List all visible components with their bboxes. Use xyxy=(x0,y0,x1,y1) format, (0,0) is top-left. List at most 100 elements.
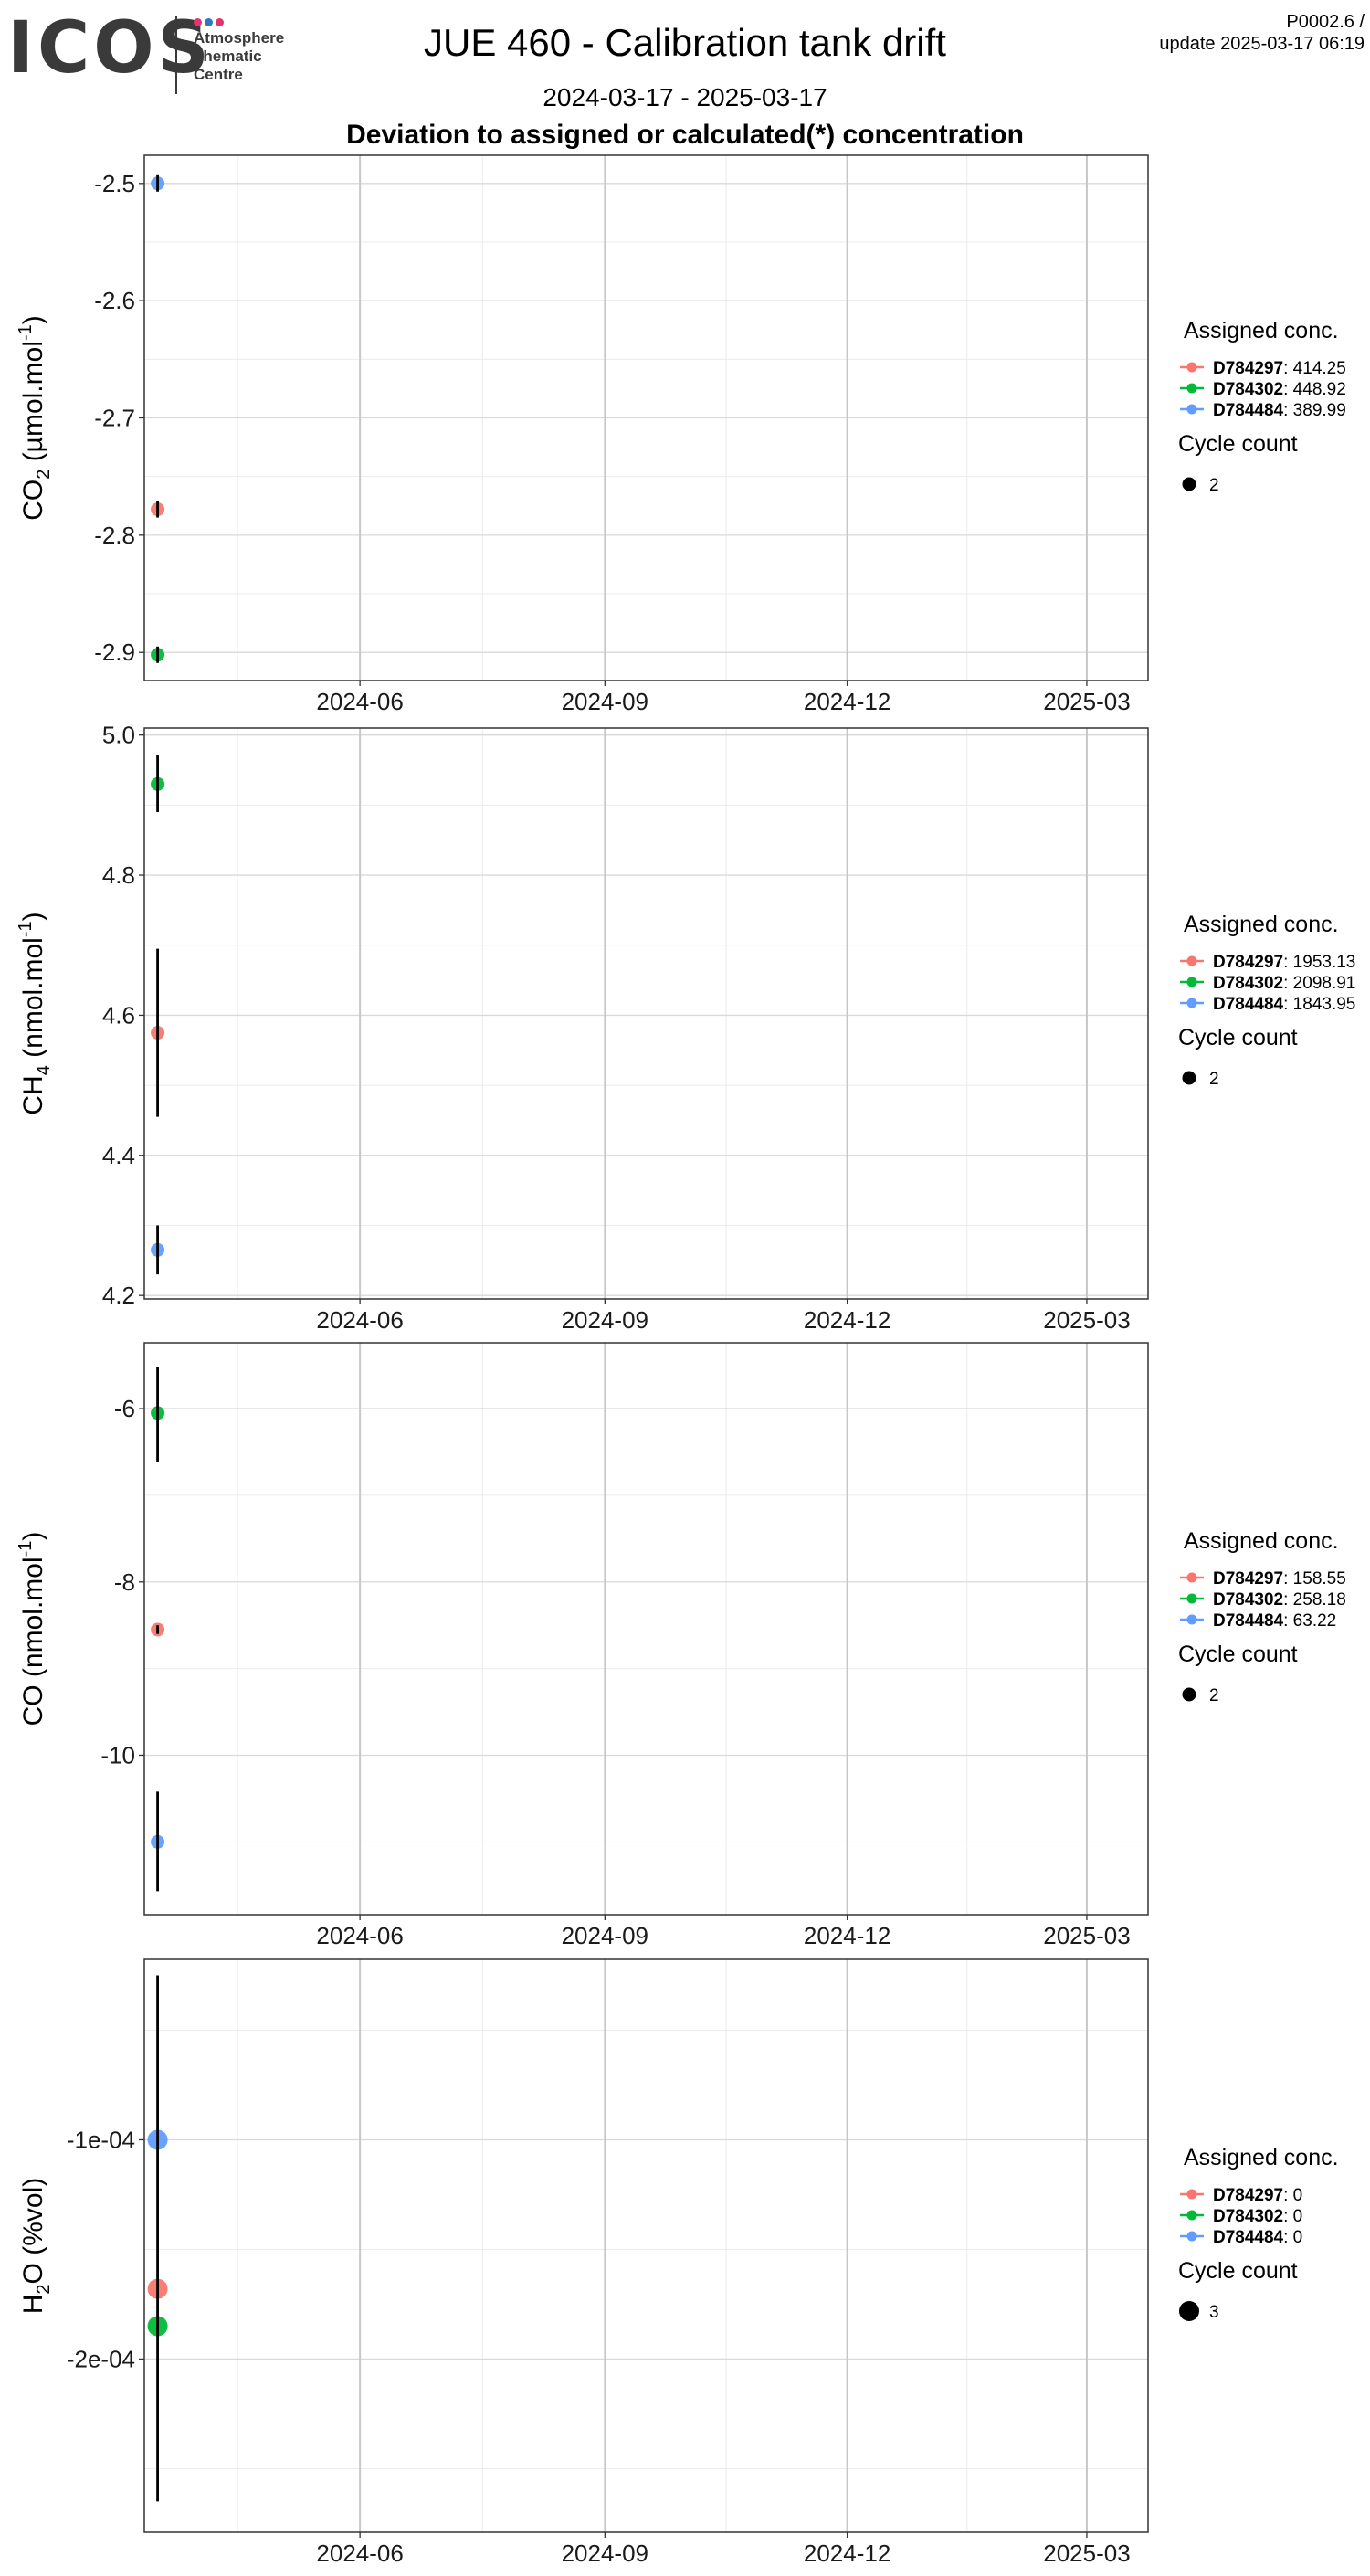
plot-border xyxy=(143,727,1149,1300)
x-tick-label: 2024-09 xyxy=(562,1922,648,1949)
y-tick-label: 4.6 xyxy=(102,1001,135,1029)
x-tick-label: 2024-12 xyxy=(804,2539,890,2567)
legend-value: : 158.55 xyxy=(1283,1569,1346,1589)
y-tick-label: -8 xyxy=(114,1568,135,1596)
legend-value: : 2098.91 xyxy=(1283,974,1355,993)
size-legend-value: 2 xyxy=(1209,1070,1219,1089)
y-axis-label: CO (nmol.mol-1) xyxy=(16,1532,48,1726)
legend-entry: D784302: 2098.91 xyxy=(1213,974,1355,993)
legend-value: : 448.92 xyxy=(1283,380,1346,399)
size-legend-title: Cycle count xyxy=(1178,1642,1298,1667)
page-title: JUE 460 - Calibration tank drift xyxy=(424,21,946,64)
x-tick-label: 2024-09 xyxy=(562,2539,648,2567)
size-legend-title: Cycle count xyxy=(1178,2258,1298,2284)
legend-entry: D784484: 389.99 xyxy=(1213,401,1346,420)
legend-title: Assigned conc. xyxy=(1184,912,1339,937)
plot-border xyxy=(143,1958,1149,2533)
y-axis-label: CH4 (nmol.mol-1) xyxy=(16,912,54,1114)
size-legend-value: 2 xyxy=(1209,476,1219,495)
legend-tank: D784302 xyxy=(1213,1590,1283,1610)
y-label-main: CO xyxy=(18,1684,48,1726)
legend-key-dot xyxy=(1186,362,1197,373)
legend-tank: D784297 xyxy=(1213,1569,1283,1589)
y-label-unit: (nmol.mol xyxy=(18,937,48,1065)
version-info: P0002.6 / update 2025-03-17 06:19 xyxy=(1159,11,1365,55)
y-label-sup: -1 xyxy=(16,921,36,937)
legend-tank: D784297 xyxy=(1213,953,1283,972)
logo-line-2: Thematic xyxy=(194,48,262,65)
chart-heading: Deviation to assigned or calculated(*) c… xyxy=(346,120,1024,150)
x-tick-label: 2024-06 xyxy=(316,1306,403,1334)
legend-title: Assigned conc. xyxy=(1184,318,1339,343)
size-legend-title: Cycle count xyxy=(1178,431,1298,457)
y-tick-label: 5.0 xyxy=(102,722,135,749)
plot-area xyxy=(144,728,1148,1299)
x-tick-label: 2024-12 xyxy=(804,1306,890,1334)
legend-key-dot xyxy=(1186,404,1197,415)
legend-entry: D784297: 1953.13 xyxy=(1213,953,1355,972)
y-label-unit: (µmol.mol xyxy=(18,341,48,470)
x-tick-label: 2024-06 xyxy=(316,1922,403,1949)
chart-panel-1: -2.5 -2.6 -2.7 -2.8 -2.9 2024-06 2024-09 2024-1… xyxy=(16,154,1346,715)
legend-key-dot xyxy=(1186,955,1197,966)
y-label-sub: 2 xyxy=(34,2284,54,2294)
plot-area xyxy=(144,1959,1148,2532)
legend-key-dot xyxy=(1186,2189,1197,2200)
size-legend-dot xyxy=(1182,1071,1196,1085)
legend-entry: D784297: 158.55 xyxy=(1213,1569,1346,1589)
logo-line-1: Atmosphere xyxy=(194,29,285,47)
y-tick-label: -2.6 xyxy=(94,287,135,314)
legend-tank: D784302 xyxy=(1213,380,1283,399)
legend-key-dot xyxy=(1186,383,1197,394)
y-label-sup: -1 xyxy=(16,1541,36,1557)
legend-tank: D784302 xyxy=(1213,974,1283,993)
x-tick-label: 2024-06 xyxy=(316,2539,403,2567)
x-tick-label: 2024-09 xyxy=(562,1306,648,1334)
legend-tank: D784484 xyxy=(1213,995,1284,1014)
y-tick-label: -2.7 xyxy=(94,405,135,432)
size-legend-dot xyxy=(1182,477,1196,491)
plot-border xyxy=(143,1342,1149,1916)
x-tick-label: 2024-06 xyxy=(316,688,403,715)
logo-dot-3 xyxy=(216,18,224,26)
y-axis-label: CO2 (µmol.mol-1) xyxy=(16,315,54,521)
legend-entry: D784297: 414.25 xyxy=(1213,359,1346,378)
plot-border xyxy=(143,154,1149,681)
legend-value: : 414.25 xyxy=(1283,359,1346,378)
x-tick-label: 2025-03 xyxy=(1043,2539,1130,2567)
legend-tank: D784484 xyxy=(1213,401,1284,420)
legend-value: : 0 xyxy=(1283,2186,1302,2205)
y-label-sub: 4 xyxy=(34,1065,54,1075)
y-tick-label: -2e-04 xyxy=(67,2345,135,2372)
y-tick-label: -2.8 xyxy=(94,522,135,549)
legend-title: Assigned conc. xyxy=(1184,1528,1339,1554)
date-range: 2024-03-17 - 2025-03-17 xyxy=(543,83,827,111)
logo-dots xyxy=(194,15,227,31)
y-label-end: ) xyxy=(18,912,48,921)
y-label-main: CH xyxy=(18,1075,48,1114)
legend-key-dot xyxy=(1186,1593,1197,1604)
legend-tank: D784297 xyxy=(1213,359,1283,378)
chart-panel-2: 5.0 4.8 4.6 4.4 4.2 2024-06 2024-09 2024-12 2025… xyxy=(16,722,1355,1334)
legend-value: : 1843.95 xyxy=(1283,995,1355,1014)
x-tick-label: 2025-03 xyxy=(1043,1922,1130,1949)
logo-dot-1 xyxy=(194,18,202,26)
legend-entry: D784484: 63.22 xyxy=(1213,1611,1336,1631)
version-label: P0002.6 / xyxy=(1286,12,1365,32)
update-label: update 2025-03-17 06:19 xyxy=(1159,34,1365,54)
legend-key-dot xyxy=(1186,998,1197,1008)
y-label-unit: O (%vol) xyxy=(18,2178,48,2285)
logo-dot-2 xyxy=(205,18,213,26)
icos-logo: ICOS Atmosphere Thematic Centre xyxy=(7,9,309,96)
legend-value: : 389.99 xyxy=(1283,401,1346,420)
legend-entry: D784302: 448.92 xyxy=(1213,380,1346,399)
legend-entry: D784297: 0 xyxy=(1213,2186,1302,2205)
legend-entry: D784302: 0 xyxy=(1213,2207,1302,2226)
y-label-main: CO xyxy=(18,480,48,521)
chart-panel-3: -6 -8 -10 2024-06 2024-09 2024-12 2025-03 CO (n… xyxy=(16,1342,1346,1949)
legend-tank: D784484 xyxy=(1213,1611,1284,1631)
legend-key-dot xyxy=(1186,977,1197,987)
x-tick-label: 2024-12 xyxy=(804,1922,890,1949)
y-tick-label: 4.8 xyxy=(102,861,135,889)
